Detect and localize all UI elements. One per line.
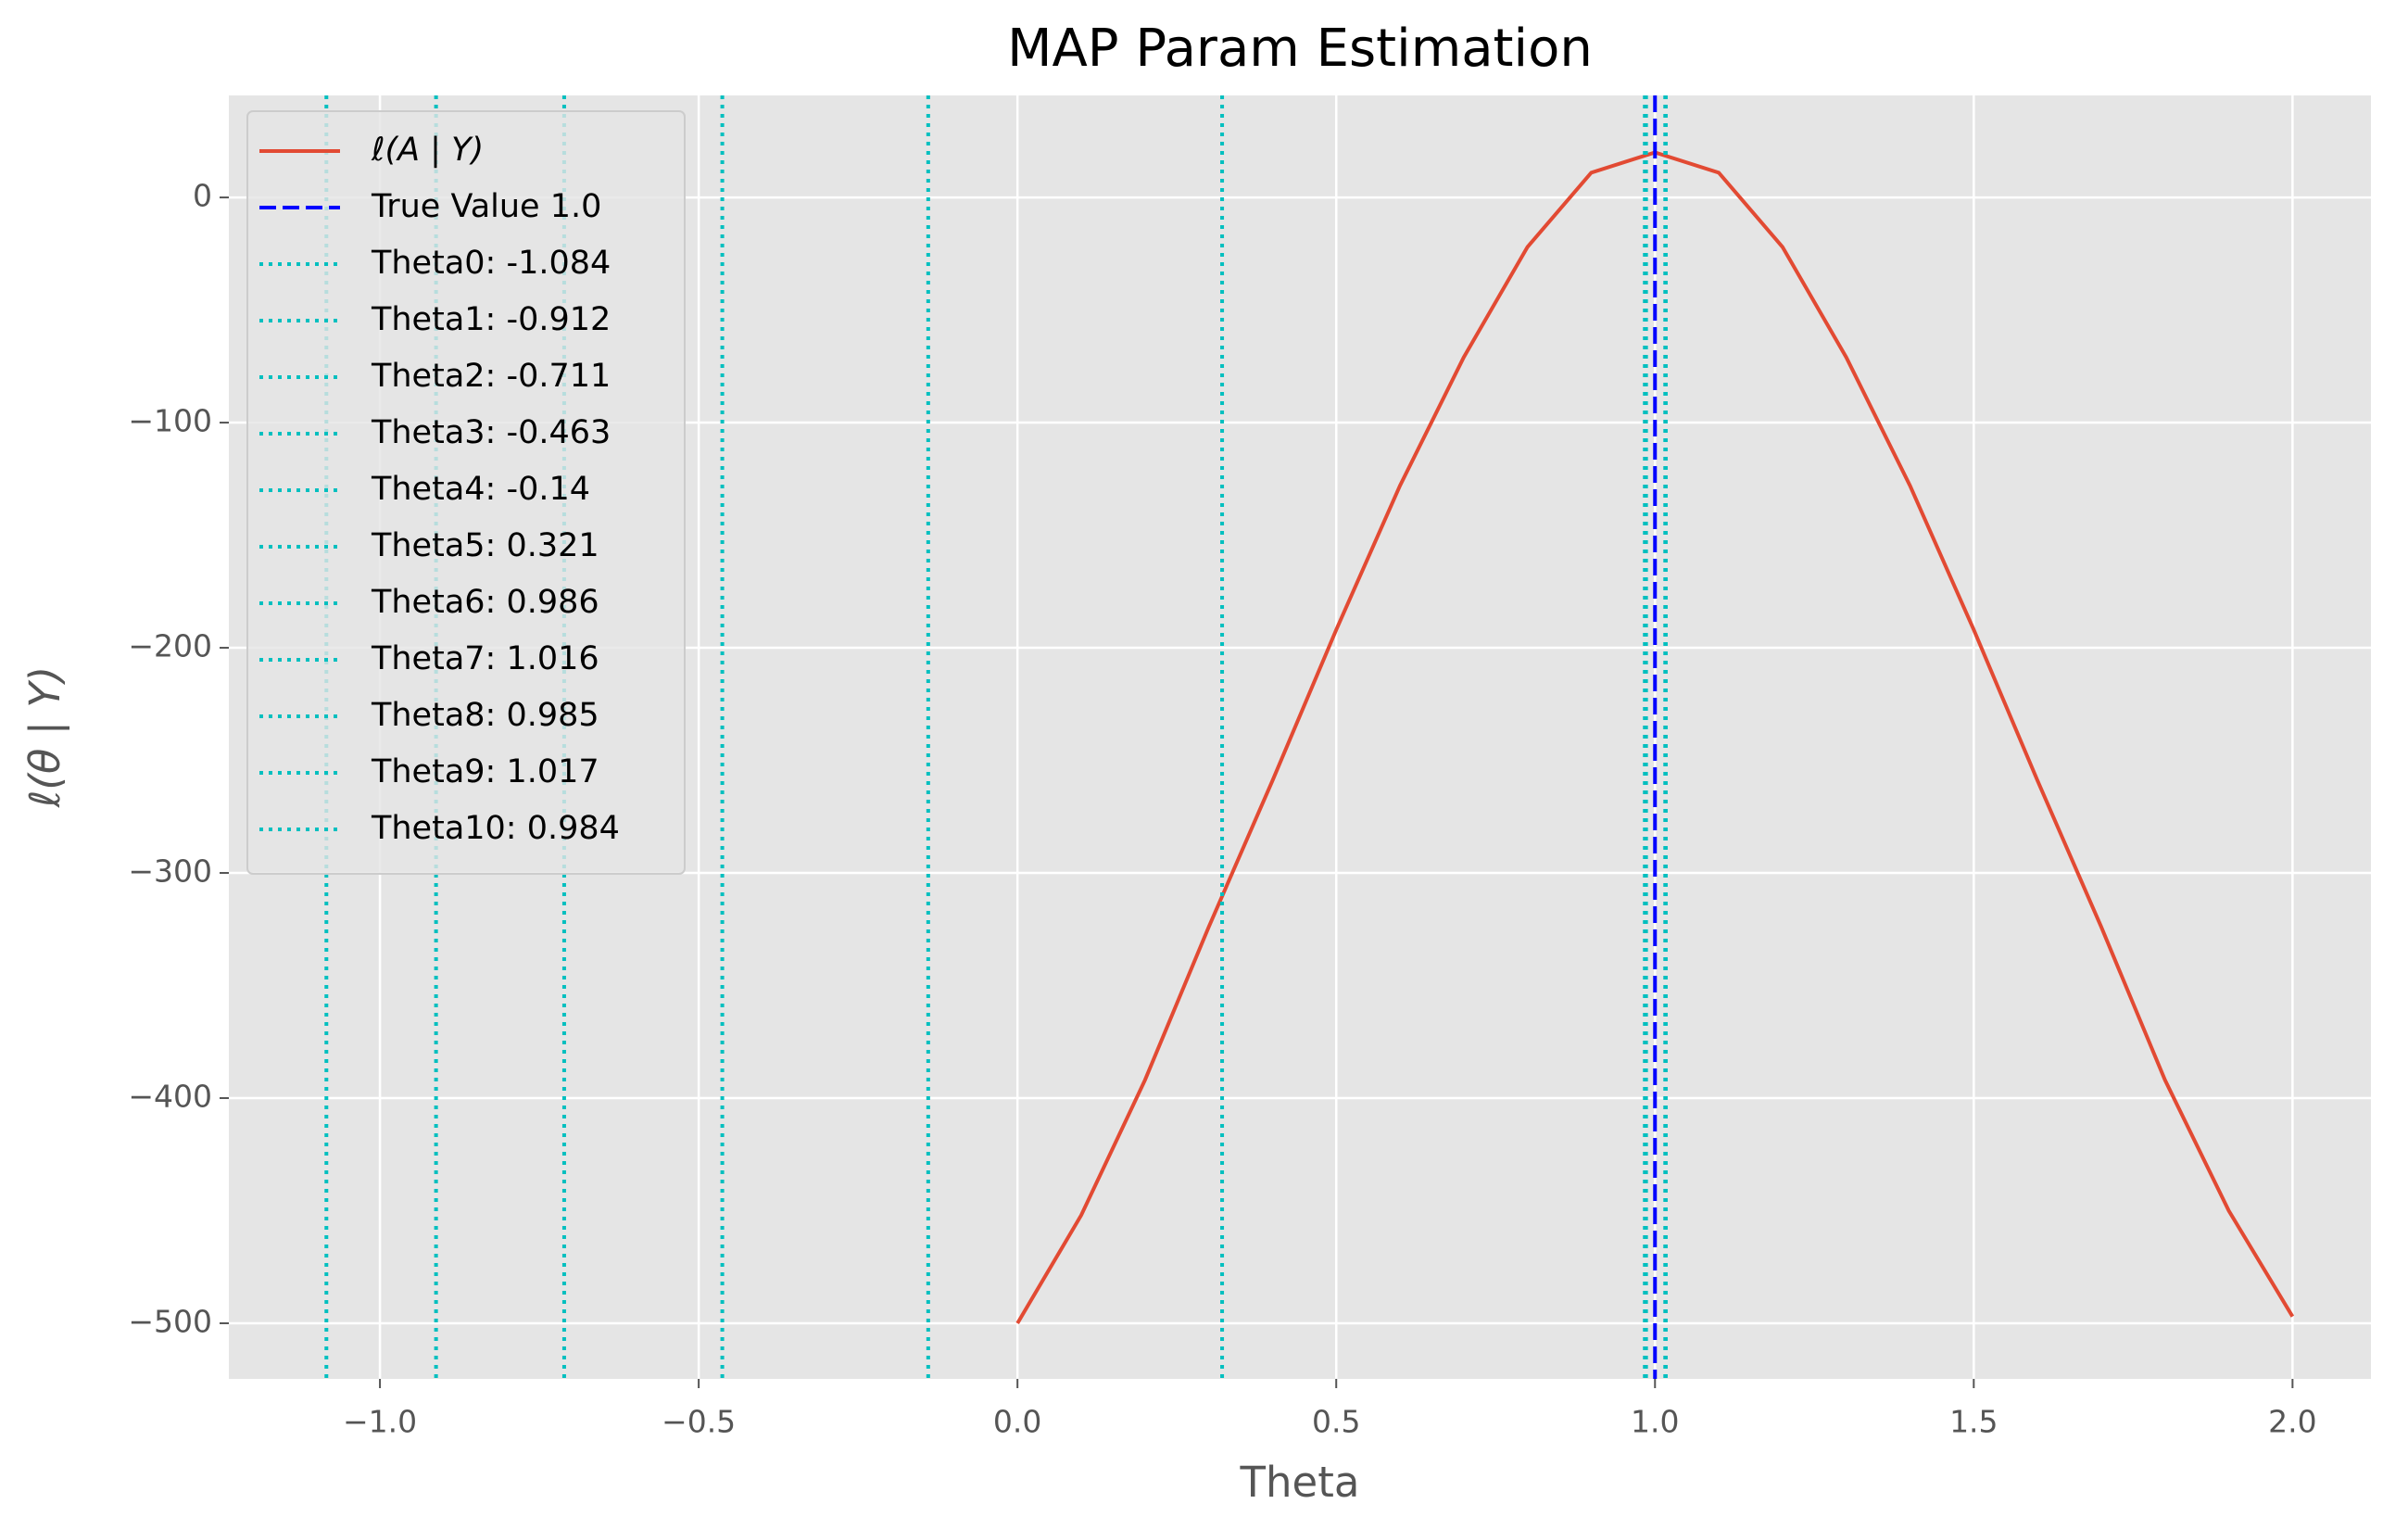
- y-tick-label: −500: [128, 1303, 212, 1339]
- legend-label: Theta6: 0.986: [371, 584, 599, 621]
- chart-title: MAP Param Estimation: [1007, 19, 1593, 79]
- legend-label: Theta0: -1.084: [371, 245, 611, 282]
- y-tick-label: −100: [128, 403, 212, 439]
- legend-label: Theta4: -0.14: [371, 471, 590, 508]
- legend-label: Theta7: 1.016: [371, 640, 599, 677]
- legend-box: [246, 110, 686, 875]
- x-axis-label: Theta: [1240, 1458, 1360, 1507]
- legend-label: Theta10: 0.984: [371, 810, 620, 847]
- x-tick-label: 0.5: [1312, 1404, 1360, 1440]
- y-tick-label: −200: [128, 628, 212, 664]
- legend-label: True Value 1.0: [371, 188, 601, 225]
- x-tick-label: 1.5: [1949, 1404, 1998, 1440]
- legend-label: Theta5: 0.321: [371, 527, 599, 564]
- x-tick-label: 2.0: [2268, 1404, 2316, 1440]
- y-tick-label: −300: [128, 853, 212, 890]
- y-tick-label: 0: [193, 178, 212, 214]
- legend: ℓ(A | Y) True Value 1.0 Theta0: -1.084 Thet…: [246, 110, 686, 875]
- y-tick-label: −400: [128, 1079, 212, 1115]
- y-axis-label: ℓ(θ | Y): [20, 666, 69, 809]
- legend-label: Theta9: 1.017: [371, 753, 599, 790]
- legend-label: ℓ(A | Y): [371, 132, 484, 169]
- x-tick-label: −0.5: [662, 1404, 736, 1440]
- x-tick-label: 1.0: [1631, 1404, 1679, 1440]
- legend-label: Theta8: 0.985: [371, 697, 599, 734]
- x-tick-label: −1.0: [343, 1404, 417, 1440]
- x-tick-label: 0.0: [993, 1404, 1041, 1440]
- legend-label: Theta2: -0.711: [371, 358, 611, 395]
- legend-label: Theta3: -0.463: [371, 414, 611, 451]
- legend-label: Theta1: -0.912: [371, 301, 611, 338]
